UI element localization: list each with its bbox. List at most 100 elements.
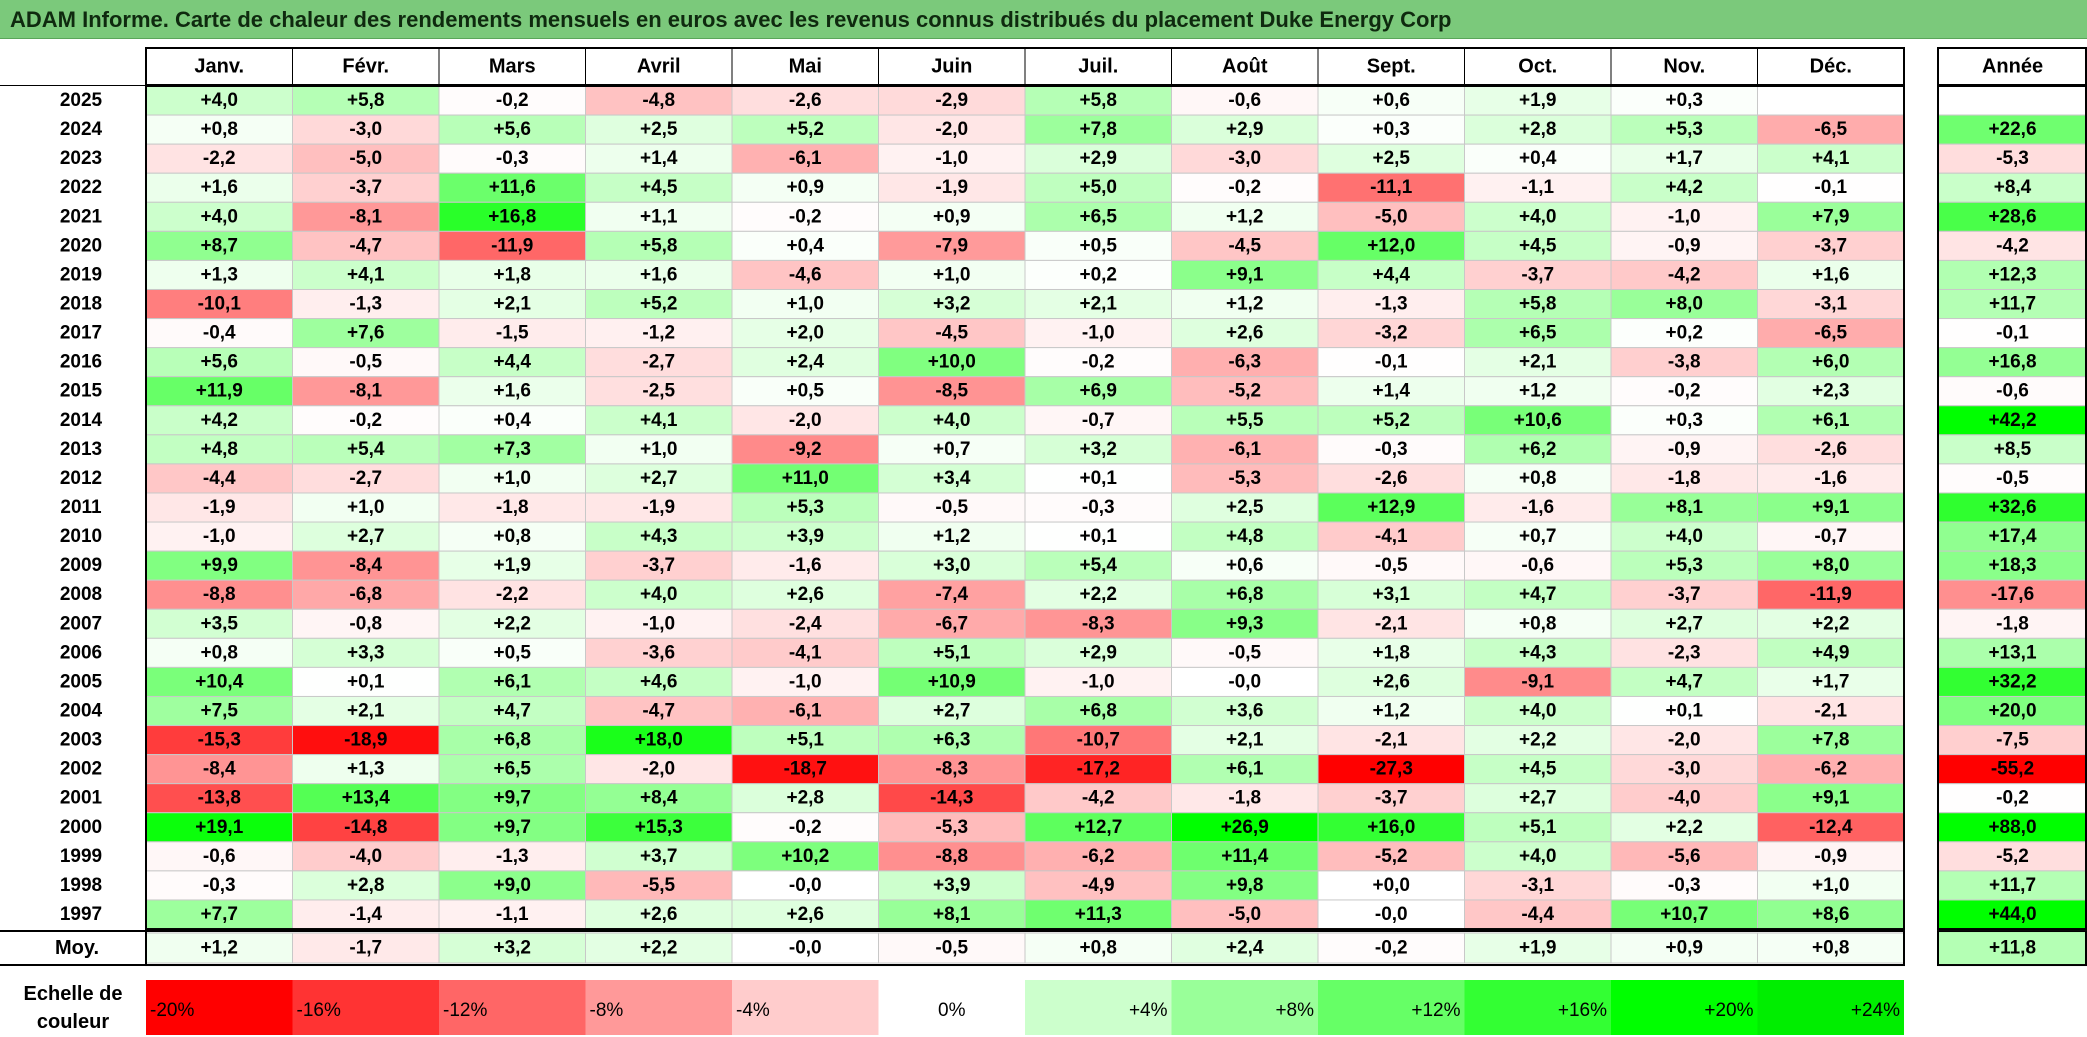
heatmap-cell <box>1024 405 1172 436</box>
heatmap-cell <box>731 695 879 727</box>
heatmap-cell <box>1171 318 1319 349</box>
annual-value: +12,3 <box>1988 264 2036 285</box>
cell-value: +5,1 <box>1519 817 1557 838</box>
cell-value: -3,1 <box>1521 875 1554 896</box>
year-label-2024: 2024 <box>60 119 103 140</box>
year-label-2022: 2022 <box>60 177 102 198</box>
heatmap-cell <box>1610 143 1758 174</box>
scale-label: -8% <box>590 1000 624 1021</box>
heatmap-cell <box>585 637 733 668</box>
cell-value: +5,1 <box>933 642 971 663</box>
cell-value: +1,6 <box>1812 264 1850 285</box>
heatmap-cell <box>731 550 879 581</box>
year-label-2025: 2025 <box>60 90 103 111</box>
cell-value: -18,7 <box>784 759 827 780</box>
heatmap-cell <box>1317 754 1465 785</box>
cell-value: +16,8 <box>488 206 536 227</box>
heatmap-cell <box>1610 841 1758 872</box>
heatmap-cell <box>585 550 733 581</box>
scale-label-line1: Echelle de <box>24 983 123 1005</box>
cell-value: -4,8 <box>642 90 675 111</box>
cell-value: +1,0 <box>1812 875 1850 896</box>
year-label-2023: 2023 <box>60 148 102 169</box>
annual-header: Année <box>1982 56 2043 78</box>
heatmap-cell <box>878 172 1026 203</box>
cell-value: +8,1 <box>1665 497 1703 518</box>
cell-value: +6,1 <box>1226 759 1264 780</box>
cell-value: -1,2 <box>642 323 675 344</box>
heatmap-cell <box>731 259 879 290</box>
cell-value: +3,6 <box>1226 701 1264 722</box>
heatmap-cell <box>1171 230 1319 261</box>
average-annual-cell <box>1937 930 2087 967</box>
heatmap-cell <box>145 201 293 232</box>
heatmap-cell <box>292 579 440 610</box>
average-value: +2,4 <box>1226 938 1264 959</box>
heatmap-cell <box>1317 201 1465 232</box>
average-value: +0,9 <box>1665 938 1703 959</box>
heatmap-cell <box>1757 608 1905 639</box>
heatmap-cell <box>878 666 1026 697</box>
cell-value: -2,7 <box>349 468 382 489</box>
annual-value: -55,2 <box>1991 759 2034 780</box>
cell-value: +7,6 <box>347 323 385 344</box>
heatmap-cell <box>731 492 879 523</box>
cell-value: -7,4 <box>935 584 968 605</box>
cell-value: -0,1 <box>1814 177 1847 198</box>
cell-value: +0,9 <box>933 206 971 227</box>
cell-value: +0,9 <box>786 177 824 198</box>
cell-value: -0,3 <box>1668 875 1701 896</box>
cell-value: -27,3 <box>1370 759 1413 780</box>
annual-cell <box>1937 725 2087 756</box>
cell-value: +4,3 <box>1519 642 1557 663</box>
annual-cell <box>1937 143 2087 174</box>
heatmap-cell <box>878 463 1026 494</box>
scale-label: +20% <box>1704 1000 1753 1021</box>
cell-value: -4,2 <box>1668 264 1701 285</box>
cell-value: +11,0 <box>782 468 829 489</box>
heatmap-cell <box>438 579 586 610</box>
cell-value: +4,7 <box>1665 671 1703 692</box>
annual-value: -0,6 <box>1996 381 2029 402</box>
cell-value: -8,4 <box>349 555 382 576</box>
heatmap-cell <box>1610 85 1758 116</box>
heatmap-cell <box>145 288 293 320</box>
heatmap-cell <box>585 725 733 756</box>
cell-value: -6,7 <box>935 613 968 634</box>
cell-value: +3,5 <box>200 613 238 634</box>
heatmap-cell <box>1757 463 1905 494</box>
cell-value: +2,2 <box>1079 584 1117 605</box>
cell-value: +0,2 <box>1665 323 1703 344</box>
cell-value: +2,2 <box>1812 613 1850 634</box>
annual-value: +32,2 <box>1988 671 2036 692</box>
heatmap-cell <box>878 318 1026 349</box>
cell-value: +0,8 <box>1519 468 1557 489</box>
cell-value: +4,0 <box>1665 526 1703 547</box>
cell-value: -8,1 <box>349 206 382 227</box>
heatmap-cell <box>292 405 440 436</box>
heatmap-cell <box>1024 230 1172 261</box>
cell-value: +0,7 <box>933 439 971 460</box>
cell-value: +3,7 <box>640 846 678 867</box>
cell-value: -0,9 <box>1814 846 1847 867</box>
cell-value: -4,0 <box>1668 788 1701 809</box>
cell-value: +2,9 <box>1079 642 1117 663</box>
average-value: +3,2 <box>493 938 531 959</box>
heatmap-cell <box>1317 579 1465 610</box>
annual-value: +16,8 <box>1988 352 2036 373</box>
year-label-2003: 2003 <box>60 730 102 751</box>
cell-value: +6,0 <box>1812 352 1850 373</box>
cell-value: +8,7 <box>200 235 238 256</box>
cell-value: +12,9 <box>1367 497 1415 518</box>
cell-value: -0,0 <box>1375 904 1408 925</box>
cell-value: +7,8 <box>1079 119 1117 140</box>
cell-value: -5,0 <box>1375 206 1408 227</box>
cell-value: +8,4 <box>640 788 678 809</box>
heatmap-cell <box>292 318 440 349</box>
cell-value: -1,1 <box>496 904 529 925</box>
cell-value: +9,7 <box>493 817 531 838</box>
heatmap-cell <box>878 521 1026 552</box>
cell-value: +5,4 <box>347 439 385 460</box>
cell-value: -6,1 <box>789 148 822 169</box>
scale-label: -4% <box>736 1000 770 1021</box>
